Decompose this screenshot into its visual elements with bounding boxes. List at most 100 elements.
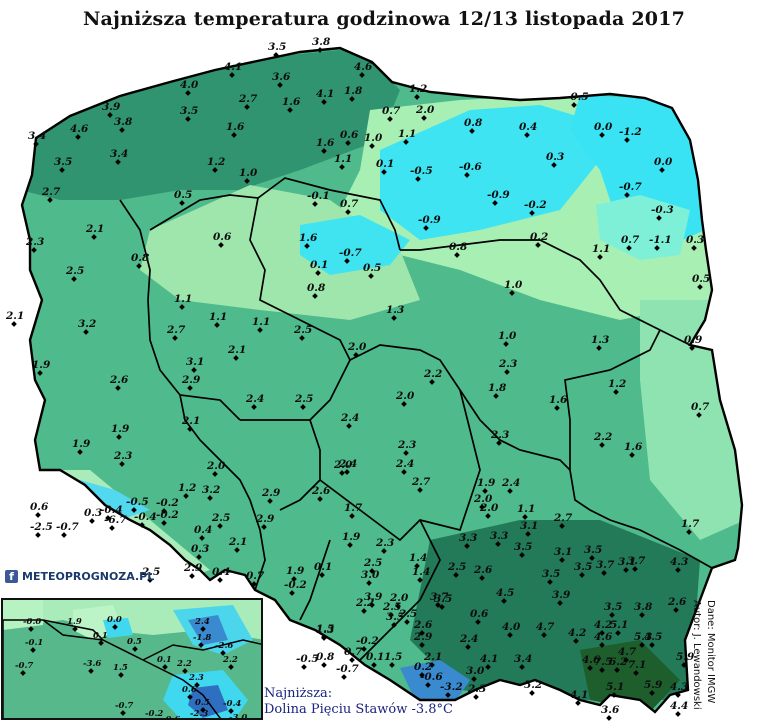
station-173: 4.0	[502, 621, 521, 638]
station-marker-75	[596, 345, 602, 351]
brand-logo[interactable]: f METEOPROGNOZA.PL	[5, 567, 154, 585]
station-value-121: -0.7	[56, 521, 79, 533]
station-166: 3.8	[634, 601, 653, 618]
station-value-141: 1.9	[286, 565, 305, 577]
station-marker-31	[339, 164, 345, 170]
station-32: 0.1	[376, 158, 394, 175]
station-marker-142	[369, 568, 375, 574]
station-marker-25	[571, 102, 577, 108]
station-value-185: 4.2	[568, 627, 586, 639]
station-value-125: 2.5	[211, 512, 230, 524]
station-marker-139	[217, 577, 223, 583]
station-marker-180	[321, 634, 327, 640]
station-marker-157	[189, 573, 195, 579]
station-134: 3.3	[459, 532, 477, 549]
station-value-140: 0.7	[246, 570, 265, 582]
station-marker-59	[691, 245, 697, 251]
inset-station-marker-20	[195, 718, 201, 720]
station-23: 0.8	[464, 117, 483, 134]
station-value-136: 3.1	[520, 520, 538, 532]
station-marker-148	[319, 572, 325, 578]
station-marker-4	[185, 90, 191, 96]
inset-station-18: 0.5	[195, 698, 210, 713]
station-150: 2.5	[447, 561, 466, 578]
station-145: 3.7	[596, 559, 615, 576]
station-182: -0.2	[356, 635, 379, 652]
station-marker-106	[183, 493, 189, 499]
station-value-46: -0.3	[651, 204, 674, 216]
station-138: 0.3	[191, 543, 209, 560]
station-value-21: 1.1	[398, 128, 416, 140]
inset-station-9: -0.7	[15, 661, 33, 676]
station-value-134: 3.3	[459, 532, 477, 544]
station-value-190: 0.8	[316, 651, 335, 663]
station-value-200: -0.5	[296, 653, 319, 665]
station-marker-91	[696, 412, 702, 418]
facebook-icon[interactable]: f	[5, 569, 18, 583]
station-142: 2.5	[363, 557, 382, 574]
station-marker-27	[624, 137, 630, 143]
station-marker-158	[147, 577, 153, 583]
station-208: 4.3	[670, 681, 688, 698]
station-marker-72	[233, 355, 239, 361]
station-value-64: 0.5	[692, 273, 710, 285]
station-value-68: 1.1	[252, 316, 270, 328]
station-marker-128	[559, 523, 565, 529]
station-marker-185	[573, 638, 579, 644]
station-112: 0.3	[84, 507, 102, 524]
station-109: 2.4	[501, 477, 520, 494]
station-marker-182	[361, 646, 367, 652]
station-121: -0.7	[56, 521, 79, 538]
station-marker-96	[496, 440, 502, 446]
station-100: 1.6	[624, 441, 643, 458]
inset-station-value-2: 0.0	[107, 615, 122, 625]
station-value-110: 1.4	[409, 552, 427, 564]
station-value-168: 1.3	[316, 624, 334, 636]
station-118: -0.4	[100, 504, 123, 521]
station-marker-144	[589, 555, 595, 561]
station-value-36: 0.0	[654, 156, 673, 168]
station-21: 1.1	[398, 128, 416, 145]
station-value-120: -2.5	[30, 521, 53, 533]
station-marker-200	[301, 664, 307, 670]
station-marker-38	[244, 178, 250, 184]
station-marker-84	[613, 389, 619, 395]
station-22: 2.0	[415, 104, 435, 121]
inset-station-value-1: 1.9	[67, 617, 82, 627]
station-marker-12	[119, 127, 125, 133]
station-value-186: 4.6	[594, 631, 613, 643]
station-value-194: 4.1	[480, 653, 498, 665]
station-marker-103	[339, 470, 345, 476]
station-207: 5.9	[644, 679, 663, 696]
station-128: 2.7	[553, 512, 573, 529]
station-marker-165	[609, 612, 615, 618]
station-value-177: 4.5	[644, 631, 662, 643]
station-82: 2.9	[181, 374, 201, 391]
station-185: 4.2	[568, 627, 586, 644]
inset-station-0: -0.0	[23, 617, 41, 632]
inset-station-marker-22	[150, 718, 156, 720]
station-marker-23	[469, 128, 475, 134]
station-value-162: 4.5	[496, 587, 514, 599]
station-191: -0.7	[336, 663, 359, 680]
station-91: 0.7	[691, 401, 710, 418]
station-value-137: 3.1	[554, 546, 572, 558]
inset-station-6: 0.5	[127, 637, 142, 652]
station-value-155: 3.5	[574, 561, 592, 573]
station-61: 0.8	[131, 252, 150, 269]
station-marker-102	[207, 495, 213, 501]
inset-station-marker-13	[182, 668, 188, 674]
station-value-17: 1.6	[316, 137, 335, 149]
station-marker-71	[172, 335, 178, 341]
station-58: -1.1	[649, 234, 672, 251]
station-value-159: 2.0	[389, 592, 409, 604]
station-177: 4.5	[644, 631, 662, 648]
station-value-26: 0.0	[594, 121, 613, 133]
station-marker-52	[315, 270, 321, 276]
station-marker-135	[495, 541, 501, 547]
station-value-94: 2.1	[181, 415, 200, 427]
station-184: 2.4	[459, 633, 478, 650]
station-value-29: 3.4	[110, 148, 128, 160]
station-marker-195	[519, 664, 525, 670]
inset-station-marker-9	[20, 670, 26, 676]
